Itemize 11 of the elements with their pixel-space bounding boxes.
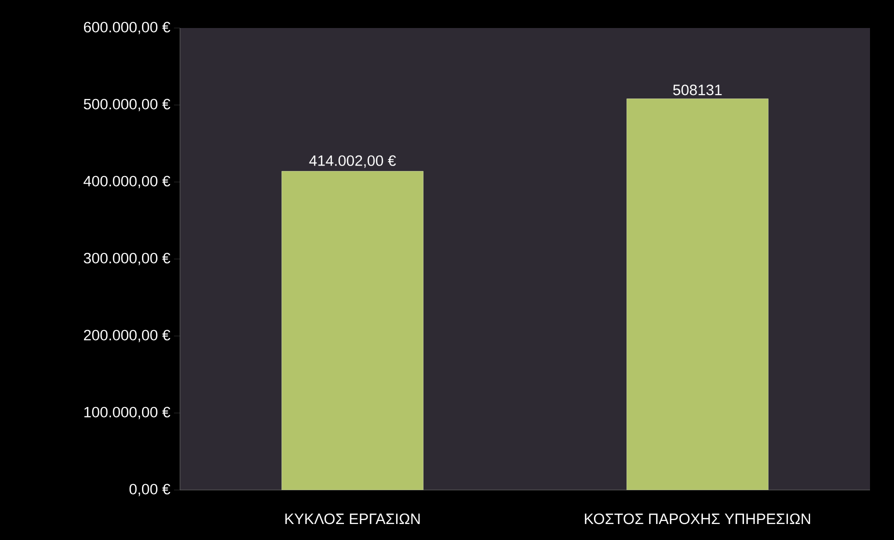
- data-label: 414.002,00 €: [309, 155, 396, 168]
- y-tick-label: 500.000,00 €: [84, 98, 170, 112]
- x-tick-label: ΚΥΚΛΟΣ ΕΡΓΑΣΙΩΝ: [285, 514, 420, 524]
- y-tick-label: 100.000,00 €: [84, 406, 170, 420]
- x-tick-label: ΚΟΣΤΟΣ ΠΑΡΟΧΗΣ ΥΠΗΡΕΣΙΩΝ: [584, 514, 810, 524]
- y-tick-label: 400.000,00 €: [84, 176, 170, 188]
- y-tick-label: 0,00 €: [130, 484, 170, 496]
- y-tick-label: 600.000,00 €: [84, 22, 170, 34]
- y-tick-label: 200.000,00 €: [84, 330, 170, 342]
- y-tick-label: 300.000,00 €: [84, 252, 170, 266]
- data-label: 508131: [673, 84, 722, 96]
